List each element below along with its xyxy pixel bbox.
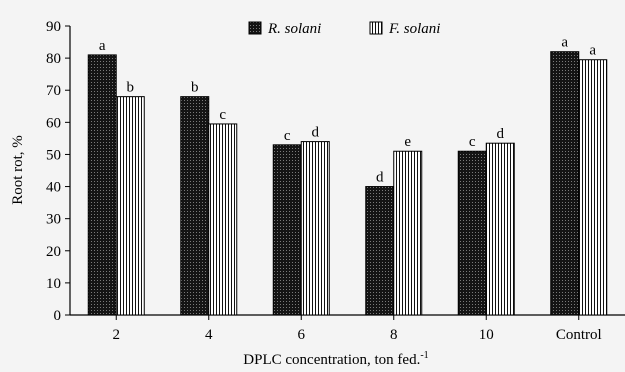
significance-letter: c: [284, 128, 291, 144]
legend-swatch-r-solani: [248, 21, 262, 35]
significance-letter: c: [469, 134, 476, 150]
x-tick-label: 8: [390, 327, 398, 343]
x-axis-label-superscript: -1: [420, 350, 428, 361]
bar-f-solani: [393, 150, 423, 316]
y-axis-label: Root rot, %: [10, 135, 26, 205]
plot-area: [69, 26, 625, 316]
x-tick-label: 2: [113, 327, 121, 343]
bar-f-solani: [485, 142, 515, 316]
y-tick-label: 60: [46, 115, 61, 131]
bar-r-solani: [457, 150, 487, 316]
y-tick-label: 90: [46, 19, 61, 35]
x-axis-label-main: DPLC concentration, ton fed.: [243, 352, 420, 368]
x-tick-label: 10: [479, 327, 494, 343]
y-tick-label: 10: [46, 276, 61, 292]
legend-label-r-solani: R. solani: [267, 21, 321, 37]
significance-letter: a: [99, 38, 106, 54]
y-tick-label: 80: [46, 51, 61, 67]
bar-f-solani: [115, 96, 145, 316]
y-tick-label: 50: [46, 147, 61, 163]
significance-letter: b: [191, 80, 199, 96]
x-tick-label: 4: [205, 327, 213, 343]
bar-r-solani: [180, 96, 210, 316]
significance-letter: d: [376, 170, 384, 186]
y-tick-label: 40: [46, 180, 61, 196]
bar-f-solani: [208, 123, 238, 316]
significance-letter: d: [312, 125, 320, 141]
x-tick-label: 6: [298, 327, 306, 343]
x-axis-ticks: 2 4 6 8 10 Control: [113, 315, 602, 343]
significance-letter: b: [127, 80, 135, 96]
legend: R. solani F. solani: [248, 21, 440, 37]
bar-r-solani: [365, 186, 395, 316]
significance-letter: a: [589, 43, 596, 59]
significance-letter: a: [561, 35, 568, 51]
legend-swatch-f-solani: [369, 21, 383, 35]
x-axis-label: DPLC concentration, ton fed.-1: [243, 350, 428, 368]
y-axis-ticks: 0 10 20 30 40 50 60 70 80 90: [46, 19, 70, 324]
y-tick-label: 30: [46, 212, 61, 228]
significance-letters: a b b c c d d e c d a a: [99, 35, 597, 186]
y-tick-label: 70: [46, 83, 61, 99]
bar-r-solani: [550, 51, 580, 316]
significance-letter: e: [404, 134, 411, 150]
bar-r-solani: [87, 54, 117, 316]
bar-series: [87, 51, 608, 316]
bar-f-solani: [300, 141, 330, 316]
significance-letter: d: [497, 126, 505, 142]
x-tick-label: Control: [556, 327, 602, 343]
y-tick-label: 20: [46, 244, 61, 260]
legend-label-f-solani: F. solani: [388, 21, 440, 37]
y-tick-label: 0: [54, 308, 62, 324]
significance-letter: c: [219, 107, 226, 123]
bar-r-solani: [272, 144, 302, 316]
bar-f-solani: [578, 59, 608, 316]
